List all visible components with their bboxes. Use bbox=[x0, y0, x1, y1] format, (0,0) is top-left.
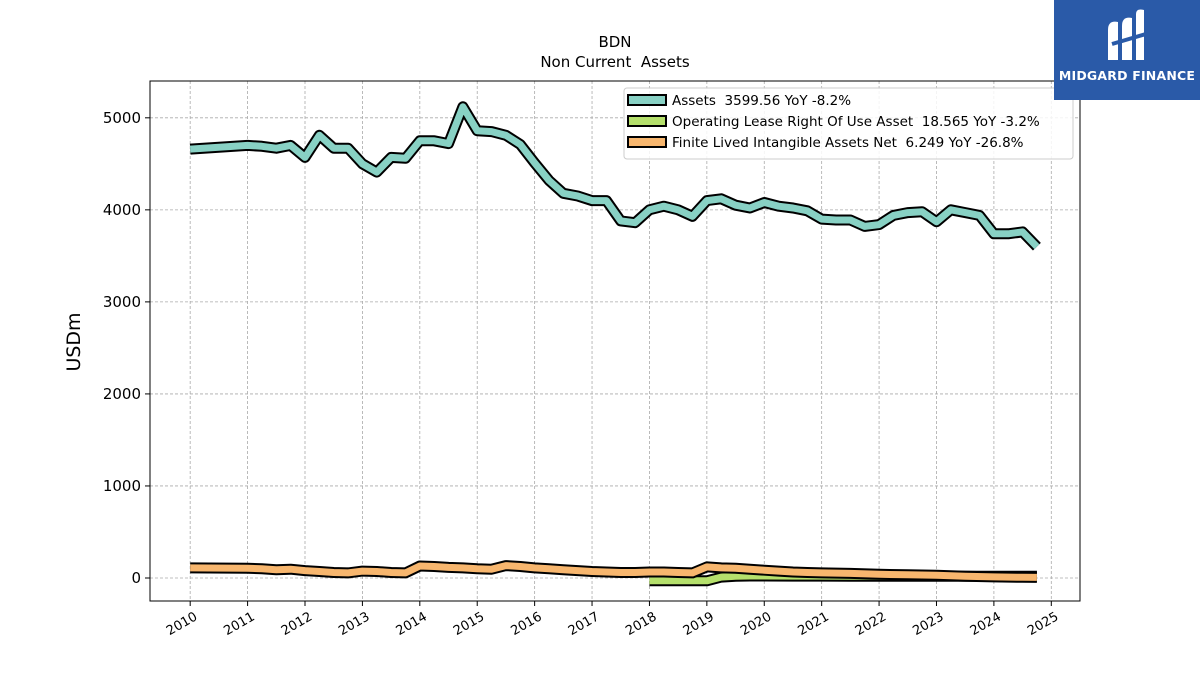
legend: Assets 3599.56 YoY -8.2% Operating Lease … bbox=[623, 87, 1074, 160]
x-tick-label: 2016 bbox=[508, 609, 544, 639]
plot-frame bbox=[149, 80, 1081, 602]
legend-label: Operating Lease Right Of Use Asset 18.56… bbox=[672, 114, 1040, 130]
legend-label: Assets 3599.56 YoY -8.2% bbox=[672, 93, 851, 109]
x-tick-label: 2023 bbox=[910, 609, 946, 639]
x-tick-label: 2020 bbox=[738, 609, 774, 639]
x-tick-label: 2022 bbox=[853, 609, 889, 639]
x-tick-label: 2019 bbox=[681, 609, 717, 639]
legend-swatch bbox=[627, 136, 667, 148]
x-tick-label: 2015 bbox=[451, 609, 487, 639]
series-line bbox=[190, 562, 1037, 581]
y-axis-label: USDm bbox=[63, 312, 85, 371]
y-tick-label: 5000 bbox=[103, 109, 141, 127]
series-0 bbox=[189, 101, 1041, 251]
x-tick-label: 2014 bbox=[394, 609, 430, 639]
x-tick-label: 2024 bbox=[968, 609, 1004, 639]
brand-logo: MIDGARD FINANCE bbox=[1054, 0, 1200, 100]
legend-box bbox=[623, 87, 1074, 160]
y-tick-label: 0 bbox=[131, 569, 141, 587]
y-tick-label: 3000 bbox=[103, 293, 141, 311]
chart-subtitle: Non Current Assets bbox=[540, 53, 690, 71]
legend-swatch bbox=[627, 115, 667, 127]
y-tick-label: 1000 bbox=[103, 477, 141, 495]
midgard-logo-icon bbox=[1108, 9, 1147, 60]
x-tick-label: 2025 bbox=[1025, 609, 1061, 639]
y-tick-label: 2000 bbox=[103, 385, 141, 403]
x-tick-label: 2010 bbox=[164, 609, 200, 639]
series-group bbox=[189, 101, 1041, 587]
x-tick-label: 2018 bbox=[623, 609, 659, 639]
legend-swatch bbox=[627, 94, 667, 106]
chart-title: BDN bbox=[598, 33, 631, 51]
x-tick-label: 2012 bbox=[279, 609, 315, 639]
series-line bbox=[189, 103, 1040, 250]
axes: 0 1000 2000 3000 4000 5000 2010 2011 2012 2013 201… bbox=[103, 80, 1081, 639]
legend-label: Finite Lived Intangible Assets Net 6.249… bbox=[672, 135, 1024, 151]
x-tick-label: 2017 bbox=[566, 609, 602, 639]
x-tick-label: 2011 bbox=[221, 609, 257, 639]
y-tick-label: 4000 bbox=[103, 201, 141, 219]
series-2 bbox=[190, 560, 1037, 583]
x-tick-label: 2013 bbox=[336, 609, 372, 639]
brand-name: MIDGARD FINANCE bbox=[1058, 68, 1196, 83]
x-tick-label: 2021 bbox=[796, 609, 832, 639]
